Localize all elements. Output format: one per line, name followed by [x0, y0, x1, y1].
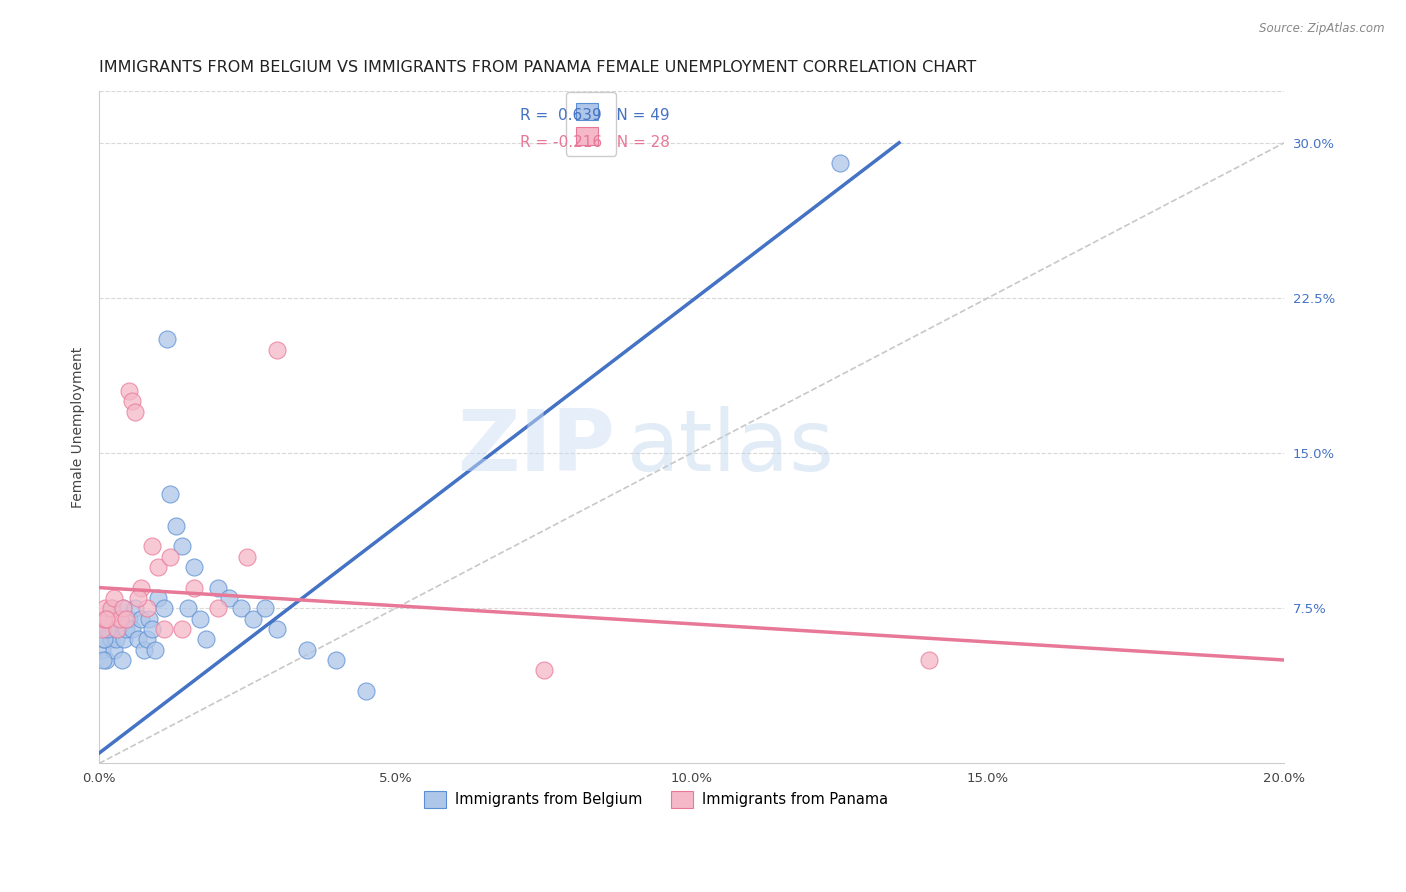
Point — [118, 384, 141, 398]
Point — [104, 632, 127, 647]
Point — [108, 612, 131, 626]
Point — [138, 612, 160, 626]
Point — [93, 612, 115, 626]
Text: atlas: atlas — [627, 406, 835, 489]
Text: IMMIGRANTS FROM BELGIUM VS IMMIGRANTS FROM PANAMA FEMALE UNEMPLOYMENT CORRELATIO: IMMIGRANTS FROM BELGIUM VS IMMIGRANTS FR… — [100, 60, 976, 75]
Point — [121, 622, 143, 636]
Point — [165, 518, 187, 533]
Point — [93, 632, 115, 647]
Point — [354, 684, 377, 698]
Point — [129, 612, 152, 626]
Text: R = -0.216   N = 28: R = -0.216 N = 28 — [520, 135, 669, 150]
Point — [121, 394, 143, 409]
Point — [129, 581, 152, 595]
Point — [114, 612, 136, 626]
Point — [103, 591, 125, 605]
Point — [118, 612, 141, 626]
Point — [103, 642, 125, 657]
Point — [94, 601, 117, 615]
Point — [266, 343, 288, 357]
Legend: Immigrants from Belgium, Immigrants from Panama: Immigrants from Belgium, Immigrants from… — [419, 785, 894, 814]
Point — [111, 653, 134, 667]
Point — [114, 622, 136, 636]
Point — [153, 601, 176, 615]
Point — [97, 612, 120, 626]
Point — [111, 601, 134, 615]
Point — [127, 591, 149, 605]
Point — [183, 581, 205, 595]
Point — [533, 664, 555, 678]
Point — [108, 612, 131, 626]
Point — [96, 653, 118, 667]
Point — [93, 632, 115, 647]
Point — [148, 591, 170, 605]
Point — [124, 601, 146, 615]
Point — [94, 622, 117, 636]
Text: R =  0.639   N = 49: R = 0.639 N = 49 — [520, 109, 669, 123]
Point — [100, 632, 122, 647]
Point — [917, 653, 939, 667]
Point — [145, 642, 167, 657]
Point — [188, 612, 211, 626]
Point — [91, 653, 114, 667]
Point — [172, 539, 194, 553]
Point — [97, 612, 120, 626]
Point — [231, 601, 253, 615]
Point — [132, 642, 155, 657]
Point — [127, 632, 149, 647]
Point — [98, 622, 121, 636]
Point — [159, 549, 181, 564]
Point — [91, 642, 114, 657]
Point — [96, 612, 118, 626]
Point — [153, 622, 176, 636]
Point — [266, 622, 288, 636]
Point — [124, 405, 146, 419]
Point — [325, 653, 347, 667]
Point — [141, 539, 163, 553]
Point — [183, 560, 205, 574]
Point — [156, 332, 179, 346]
Point — [91, 622, 114, 636]
Point — [207, 581, 229, 595]
Point — [295, 642, 318, 657]
Point — [159, 487, 181, 501]
Point — [135, 632, 157, 647]
Point — [242, 612, 264, 626]
Point — [236, 549, 259, 564]
Point — [207, 601, 229, 615]
Point — [177, 601, 200, 615]
Point — [254, 601, 277, 615]
Point — [828, 156, 851, 170]
Point — [100, 601, 122, 615]
Point — [105, 622, 128, 636]
Point — [172, 622, 194, 636]
Text: ZIP: ZIP — [457, 406, 614, 489]
Point — [148, 560, 170, 574]
Point — [96, 622, 118, 636]
Point — [135, 601, 157, 615]
Text: Source: ZipAtlas.com: Source: ZipAtlas.com — [1260, 22, 1385, 36]
Point — [112, 632, 135, 647]
Point — [141, 622, 163, 636]
Point — [218, 591, 240, 605]
Y-axis label: Female Unemployment: Female Unemployment — [72, 347, 86, 508]
Point — [101, 601, 124, 615]
Point — [111, 601, 134, 615]
Point — [105, 622, 128, 636]
Point — [194, 632, 217, 647]
